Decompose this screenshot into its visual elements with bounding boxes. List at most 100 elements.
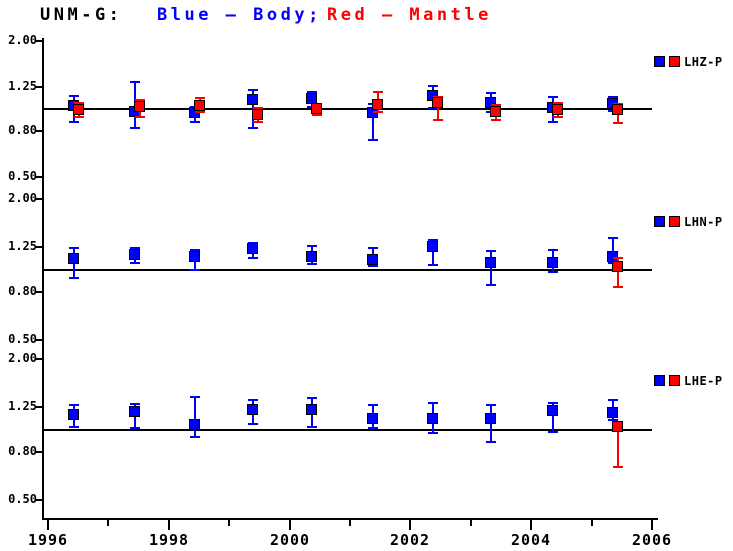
body-error-cap-bottom — [307, 263, 317, 265]
y-axis-tick — [35, 339, 42, 341]
y-axis-tick-label: 0.50 — [8, 332, 37, 346]
legend-body-swatch — [654, 216, 665, 227]
body-error-cap-top — [69, 95, 79, 97]
body-error-cap-bottom — [608, 419, 618, 421]
y-axis-tick-label: 0.50 — [8, 169, 37, 183]
body-data-point — [68, 253, 79, 264]
body-error-cap-top — [130, 247, 140, 249]
mantle-error-cap-top — [253, 107, 263, 109]
y-axis-tick-label: 2.00 — [8, 351, 37, 365]
body-data-point — [247, 243, 258, 254]
body-error-cap-top — [248, 89, 258, 91]
mantle-error-cap-bottom — [613, 466, 623, 468]
body-data-point — [189, 419, 200, 430]
y-axis-tick — [35, 291, 42, 293]
body-error-cap-top — [69, 404, 79, 406]
mantle-error-cap-bottom — [553, 116, 563, 118]
mantle-error-cap-bottom — [312, 114, 322, 116]
y-axis-tick-label: 1.25 — [8, 239, 37, 253]
x-axis-major-tick — [168, 520, 170, 530]
body-error-cap-top — [368, 404, 378, 406]
body-data-point — [68, 409, 79, 420]
y-axis-tick-label: 1.25 — [8, 399, 37, 413]
body-error-cap-top — [190, 249, 200, 251]
x-axis-major-tick — [530, 520, 532, 530]
x-axis-tick-label: 2000 — [269, 531, 311, 549]
body-error-cap-top — [428, 239, 438, 241]
y-axis-tick — [35, 176, 42, 178]
body-error-cap-bottom — [190, 436, 200, 438]
body-error-bar — [490, 251, 492, 285]
mantle-error-cap-top — [195, 97, 205, 99]
legend-label: LHE-P — [684, 374, 723, 388]
body-error-cap-top — [428, 85, 438, 87]
mantle-data-point — [552, 104, 563, 115]
y-axis-tick — [35, 40, 42, 42]
body-error-cap-bottom — [486, 441, 496, 443]
y-axis-tick — [35, 130, 42, 132]
body-data-point — [306, 251, 317, 262]
body-data-point — [129, 249, 140, 260]
mantle-error-bar — [617, 258, 619, 287]
mantle-data-point — [612, 421, 623, 432]
body-data-point — [427, 413, 438, 424]
x-axis-major-tick — [409, 520, 411, 530]
mantle-data-point — [612, 261, 623, 272]
y-axis-tick-label: 0.50 — [8, 492, 37, 506]
body-error-cap-top — [548, 402, 558, 404]
body-data-point — [485, 413, 496, 424]
body-error-cap-top — [486, 92, 496, 94]
x-axis-line — [42, 518, 658, 520]
y-axis-tick — [35, 86, 42, 88]
body-error-cap-bottom — [428, 107, 438, 109]
body-error-cap-bottom — [368, 427, 378, 429]
x-axis-minor-tick — [107, 520, 109, 526]
body-error-cap-top — [130, 81, 140, 83]
body-error-cap-top — [608, 237, 618, 239]
body-error-cap-bottom — [486, 284, 496, 286]
mantle-error-cap-bottom — [433, 119, 443, 121]
legend-mantle-swatch — [669, 375, 680, 386]
body-error-cap-top — [608, 96, 618, 98]
y-axis-tick — [35, 406, 42, 408]
x-axis-major-tick — [47, 520, 49, 530]
body-data-point — [367, 254, 378, 265]
mantle-data-point — [134, 101, 145, 112]
mantle-error-bar — [437, 97, 439, 120]
body-data-point — [189, 251, 200, 262]
mantle-error-cap-top — [373, 91, 383, 93]
mantle-error-cap-top — [135, 99, 145, 101]
body-error-cap-bottom — [130, 127, 140, 129]
body-error-cap-top — [190, 396, 200, 398]
mantle-error-cap-bottom — [613, 122, 623, 124]
body-error-bar — [372, 104, 374, 140]
y-axis-tick — [35, 451, 42, 453]
reference-line — [44, 429, 652, 431]
x-axis-major-tick — [289, 520, 291, 530]
legend-label: LHZ-P — [684, 55, 723, 69]
reference-line — [44, 269, 652, 271]
mantle-error-cap-bottom — [613, 286, 623, 288]
x-axis-minor-tick — [228, 520, 230, 526]
x-axis-minor-tick — [470, 520, 472, 526]
x-axis-minor-tick — [591, 520, 593, 526]
body-error-cap-bottom — [548, 271, 558, 273]
mantle-data-point — [490, 106, 501, 117]
x-axis-tick-label: 1998 — [148, 531, 190, 549]
y-axis-tick-label: 0.80 — [8, 444, 37, 458]
x-axis-tick-label: 2004 — [510, 531, 552, 549]
body-error-cap-top — [307, 245, 317, 247]
mantle-data-point — [194, 100, 205, 111]
body-error-cap-top — [486, 250, 496, 252]
body-error-cap-bottom — [548, 121, 558, 123]
body-error-cap-bottom — [190, 121, 200, 123]
y-axis-tick — [35, 246, 42, 248]
mantle-error-bar — [617, 422, 619, 468]
body-error-cap-bottom — [248, 423, 258, 425]
mantle-data-point — [432, 97, 443, 108]
body-error-bar — [612, 238, 614, 262]
mantle-error-cap-bottom — [253, 121, 263, 123]
body-error-bar — [552, 403, 554, 432]
body-error-cap-top — [486, 404, 496, 406]
